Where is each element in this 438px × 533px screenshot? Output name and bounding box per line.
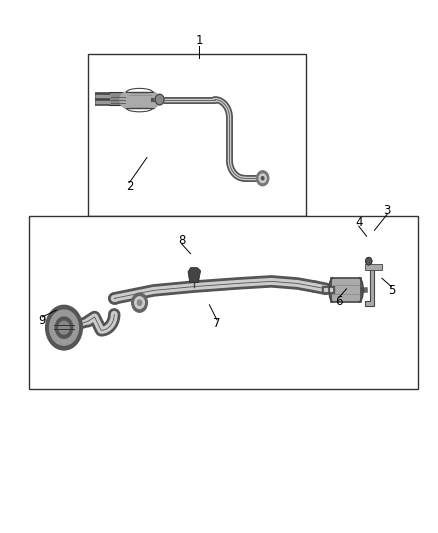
Circle shape — [55, 317, 73, 338]
Text: 2: 2 — [126, 180, 133, 193]
Text: 8: 8 — [178, 235, 186, 247]
Bar — [365, 264, 382, 270]
Circle shape — [59, 321, 69, 334]
Bar — [331, 278, 361, 302]
Circle shape — [146, 92, 159, 108]
Circle shape — [132, 293, 148, 312]
Circle shape — [46, 305, 82, 350]
Bar — [46, 325, 53, 330]
Circle shape — [49, 310, 78, 345]
Text: 9: 9 — [39, 314, 46, 327]
Bar — [109, 92, 127, 106]
Text: 7: 7 — [213, 317, 221, 330]
Polygon shape — [365, 266, 374, 306]
Text: 4: 4 — [355, 216, 363, 229]
Text: 3: 3 — [383, 204, 391, 217]
Circle shape — [261, 176, 264, 180]
Bar — [29, 216, 418, 389]
Text: 1: 1 — [196, 34, 203, 47]
Polygon shape — [188, 268, 201, 282]
Text: 5: 5 — [388, 284, 395, 297]
Circle shape — [259, 174, 266, 182]
Text: 6: 6 — [336, 295, 343, 308]
Circle shape — [138, 300, 142, 305]
Circle shape — [257, 171, 269, 185]
Circle shape — [366, 257, 372, 265]
Bar — [88, 54, 306, 216]
Bar — [125, 92, 153, 108]
Circle shape — [120, 92, 133, 108]
Circle shape — [155, 94, 164, 105]
Circle shape — [135, 297, 145, 309]
